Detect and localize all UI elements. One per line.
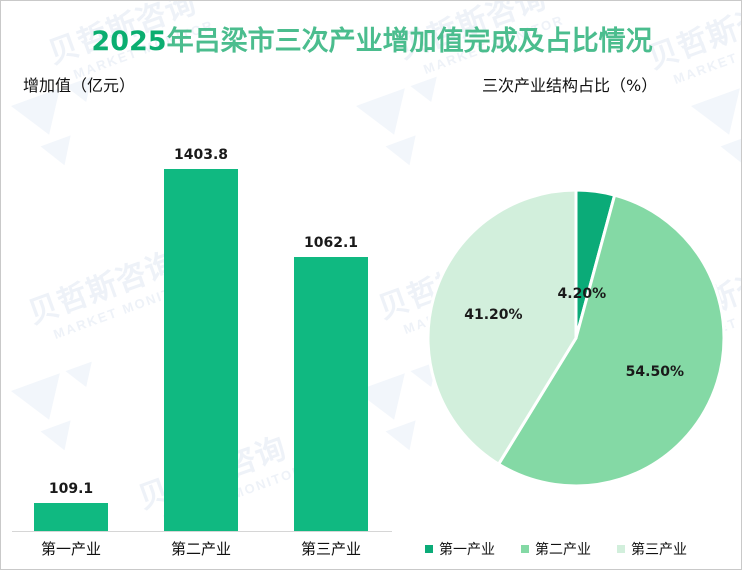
legend-label: 第一产业 — [439, 542, 495, 558]
bar-value-label: 1062.1 — [303, 235, 359, 251]
legend-label: 第三产业 — [631, 542, 687, 558]
pie-slice-label: 54.50% — [625, 363, 684, 380]
pie-slice-label: 41.20% — [464, 306, 523, 323]
bar-category-label: 第一产业 — [40, 540, 101, 558]
bar-value-label: 109.1 — [48, 481, 94, 497]
pie-svg — [426, 188, 726, 488]
legend-swatch-icon — [425, 545, 433, 553]
chart-title: 2025年吕梁市三次产业增加值完成及占比情况 — [1, 19, 741, 58]
pie-slice-label: 4.20% — [557, 285, 607, 302]
bar-plot-area: 109.1 1403.8 1062.1 — [2, 101, 402, 531]
bar-value-label: 1403.8 — [173, 147, 229, 163]
bar-category-label: 第三产业 — [300, 540, 361, 558]
chart-title-rest: 年吕梁市三次产业增加值完成及占比情况 — [166, 26, 653, 57]
bar-rect[interactable] — [164, 169, 238, 531]
pie-slice[interactable] — [496, 193, 726, 488]
pie-chart: 4.20% 54.50% 41.20% — [401, 101, 741, 569]
bar-axis-line — [12, 531, 392, 532]
bar-category-label: 第二产业 — [170, 540, 231, 558]
bar-chart: 109.1 1403.8 1062.1 第一产业 第二产业 第三产业 — [2, 101, 402, 569]
legend-item-primary[interactable]: 第一产业 — [425, 539, 495, 559]
pie-chart-caption: 三次产业结构占比（%） — [482, 76, 658, 95]
legend-label: 第二产业 — [535, 542, 591, 558]
bar-rect[interactable] — [34, 503, 108, 531]
legend-item-secondary[interactable]: 第二产业 — [521, 539, 591, 559]
legend-swatch-icon — [617, 545, 625, 553]
bar-chart-caption: 增加值（亿元） — [23, 76, 136, 95]
bar-rect[interactable] — [294, 257, 368, 531]
chart-title-year: 2025 — [91, 26, 167, 57]
chart-legend: 第一产业 第二产业 第三产业 — [425, 539, 687, 559]
pie-slice[interactable] — [426, 188, 578, 467]
legend-swatch-icon — [521, 545, 529, 553]
legend-item-tertiary[interactable]: 第三产业 — [617, 539, 687, 559]
